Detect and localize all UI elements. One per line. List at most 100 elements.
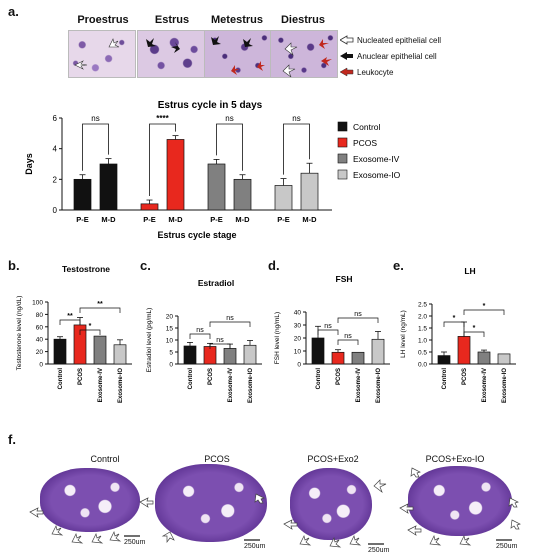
white-arrow-icon <box>283 519 298 530</box>
bar <box>331 351 345 365</box>
y-tick-label: 1.0 <box>418 338 427 345</box>
significance-bracket <box>216 123 243 171</box>
legend-label-anuclear: Anuclear epithelial cell <box>357 51 437 61</box>
x-tick-label: Exosome-IV <box>356 368 362 402</box>
white-arrow-icon <box>109 530 122 542</box>
white-arrow-icon <box>254 493 265 504</box>
bar <box>93 335 107 365</box>
chart-title: Testostrone <box>62 264 110 274</box>
bar <box>351 351 365 365</box>
white-arrow-icon <box>284 42 298 56</box>
significance-bracket <box>82 123 109 171</box>
white-arrow-icon <box>410 467 421 478</box>
significance-bracket <box>463 309 505 315</box>
chart-title: FSH <box>336 274 353 284</box>
significance-label: ns <box>344 333 352 340</box>
x-tick-label: Control <box>316 368 322 390</box>
scale-bar-label: 250um <box>124 539 146 546</box>
significance-bracket <box>209 321 251 327</box>
y-tick-label: 2 <box>53 175 58 184</box>
histology-arrows <box>29 467 521 548</box>
significance-bracket <box>337 339 359 345</box>
legend-label-leukocyte: Leukocyte <box>357 67 394 77</box>
arrow-legend-item: Anuclear epithelial cell <box>340 50 441 62</box>
black-arrow-icon <box>243 38 253 47</box>
white-arrow-icon <box>108 38 120 48</box>
significance-bracket <box>317 329 339 335</box>
x-tick-label: P-E <box>143 215 156 224</box>
x-tick-label: Exosome-IO <box>248 368 254 403</box>
white-arrow-icon <box>282 64 296 78</box>
scale-bar-label: 250um <box>244 543 266 550</box>
bar <box>166 139 185 211</box>
ovary-section-pcos-exo-io <box>408 466 512 536</box>
y-tick-label: 40 <box>294 310 302 317</box>
x-tick-label: P-E <box>76 215 89 224</box>
significance-label: * <box>89 323 92 330</box>
estrus-cycle-chart: Estrus cycle in 5 days 0 2 4 6 Days Estrus cyc… <box>24 100 401 240</box>
bar <box>183 345 197 365</box>
bar <box>457 336 471 365</box>
significance-label: ns <box>324 323 332 330</box>
micrograph-metestrus <box>204 30 272 78</box>
significance-label: ** <box>67 313 73 320</box>
red-arrow-icon <box>231 65 239 75</box>
histology-label-control: Control <box>90 454 120 464</box>
bar <box>53 338 67 365</box>
panel-letter-f: f. <box>8 432 16 447</box>
significance-label: * <box>473 325 476 332</box>
x-tick-label: M-D <box>302 215 317 224</box>
legend-label-nucleated: Nucleated epithelial cell <box>357 35 442 45</box>
legend-swatch <box>337 121 348 132</box>
bar <box>233 178 252 211</box>
y-tick-label: 80 <box>36 312 44 319</box>
ovary-section-control <box>40 468 140 532</box>
bar <box>203 346 217 365</box>
y-tick-label: 0.0 <box>418 362 427 369</box>
white-arrow-icon <box>429 534 442 546</box>
x-tick-label: M-D <box>168 215 183 224</box>
white-arrow-icon <box>71 532 84 544</box>
white-arrow-icon <box>340 35 354 45</box>
significance-label: **** <box>156 114 169 123</box>
arrows-proestrus <box>74 38 120 70</box>
black-arrow-icon <box>340 52 353 60</box>
micrograph-diestrus <box>270 30 338 78</box>
y-tick-label: 60 <box>36 324 44 331</box>
white-arrow-icon <box>510 519 521 530</box>
y-tick-label: 100 <box>32 300 43 307</box>
white-arrow-icon <box>139 497 154 508</box>
x-tick-label: P-E <box>277 215 290 224</box>
chart-title: Estradiol <box>198 278 234 288</box>
histology-label-pcos-exo2: PCOS+Exo2 <box>307 454 359 464</box>
y-tick-label: 6 <box>53 114 58 123</box>
x-axis-label: Estrus cycle stage <box>157 230 236 240</box>
bar <box>311 337 325 365</box>
micrograph-proestrus <box>68 30 136 78</box>
x-tick-label: M-D <box>235 215 250 224</box>
white-arrow-icon <box>459 534 472 546</box>
micrograph-estrus <box>137 30 205 78</box>
legend-label: Exosome-IO <box>353 170 401 180</box>
white-arrow-icon <box>91 532 104 544</box>
x-tick-label: Control <box>188 368 194 390</box>
white-arrow-icon <box>508 497 519 508</box>
white-arrow-icon <box>299 534 312 546</box>
significance-bracket <box>79 329 101 335</box>
significance-bracket <box>463 331 485 337</box>
chart-title: LH <box>464 266 475 276</box>
y-axis-label: Estradiol level (pg/mL) <box>146 308 153 373</box>
bar <box>99 163 118 211</box>
white-arrow-icon <box>329 536 342 548</box>
significance-bracket <box>149 123 176 197</box>
y-axis-label: LH level (ng/mL) <box>400 310 407 358</box>
bar <box>113 344 127 365</box>
testosterone-chart: Testostrone 0 20 40 60 80 100 Testosterone leve… <box>16 264 132 403</box>
y-tick-label: 1.5 <box>418 326 427 333</box>
y-tick-label: 0 <box>169 362 173 369</box>
white-arrow-icon <box>51 524 64 536</box>
bar <box>437 355 451 365</box>
y-tick-label: 2.0 <box>418 314 427 321</box>
x-tick-label: Exosome-IO <box>502 368 508 403</box>
bar <box>140 203 159 211</box>
